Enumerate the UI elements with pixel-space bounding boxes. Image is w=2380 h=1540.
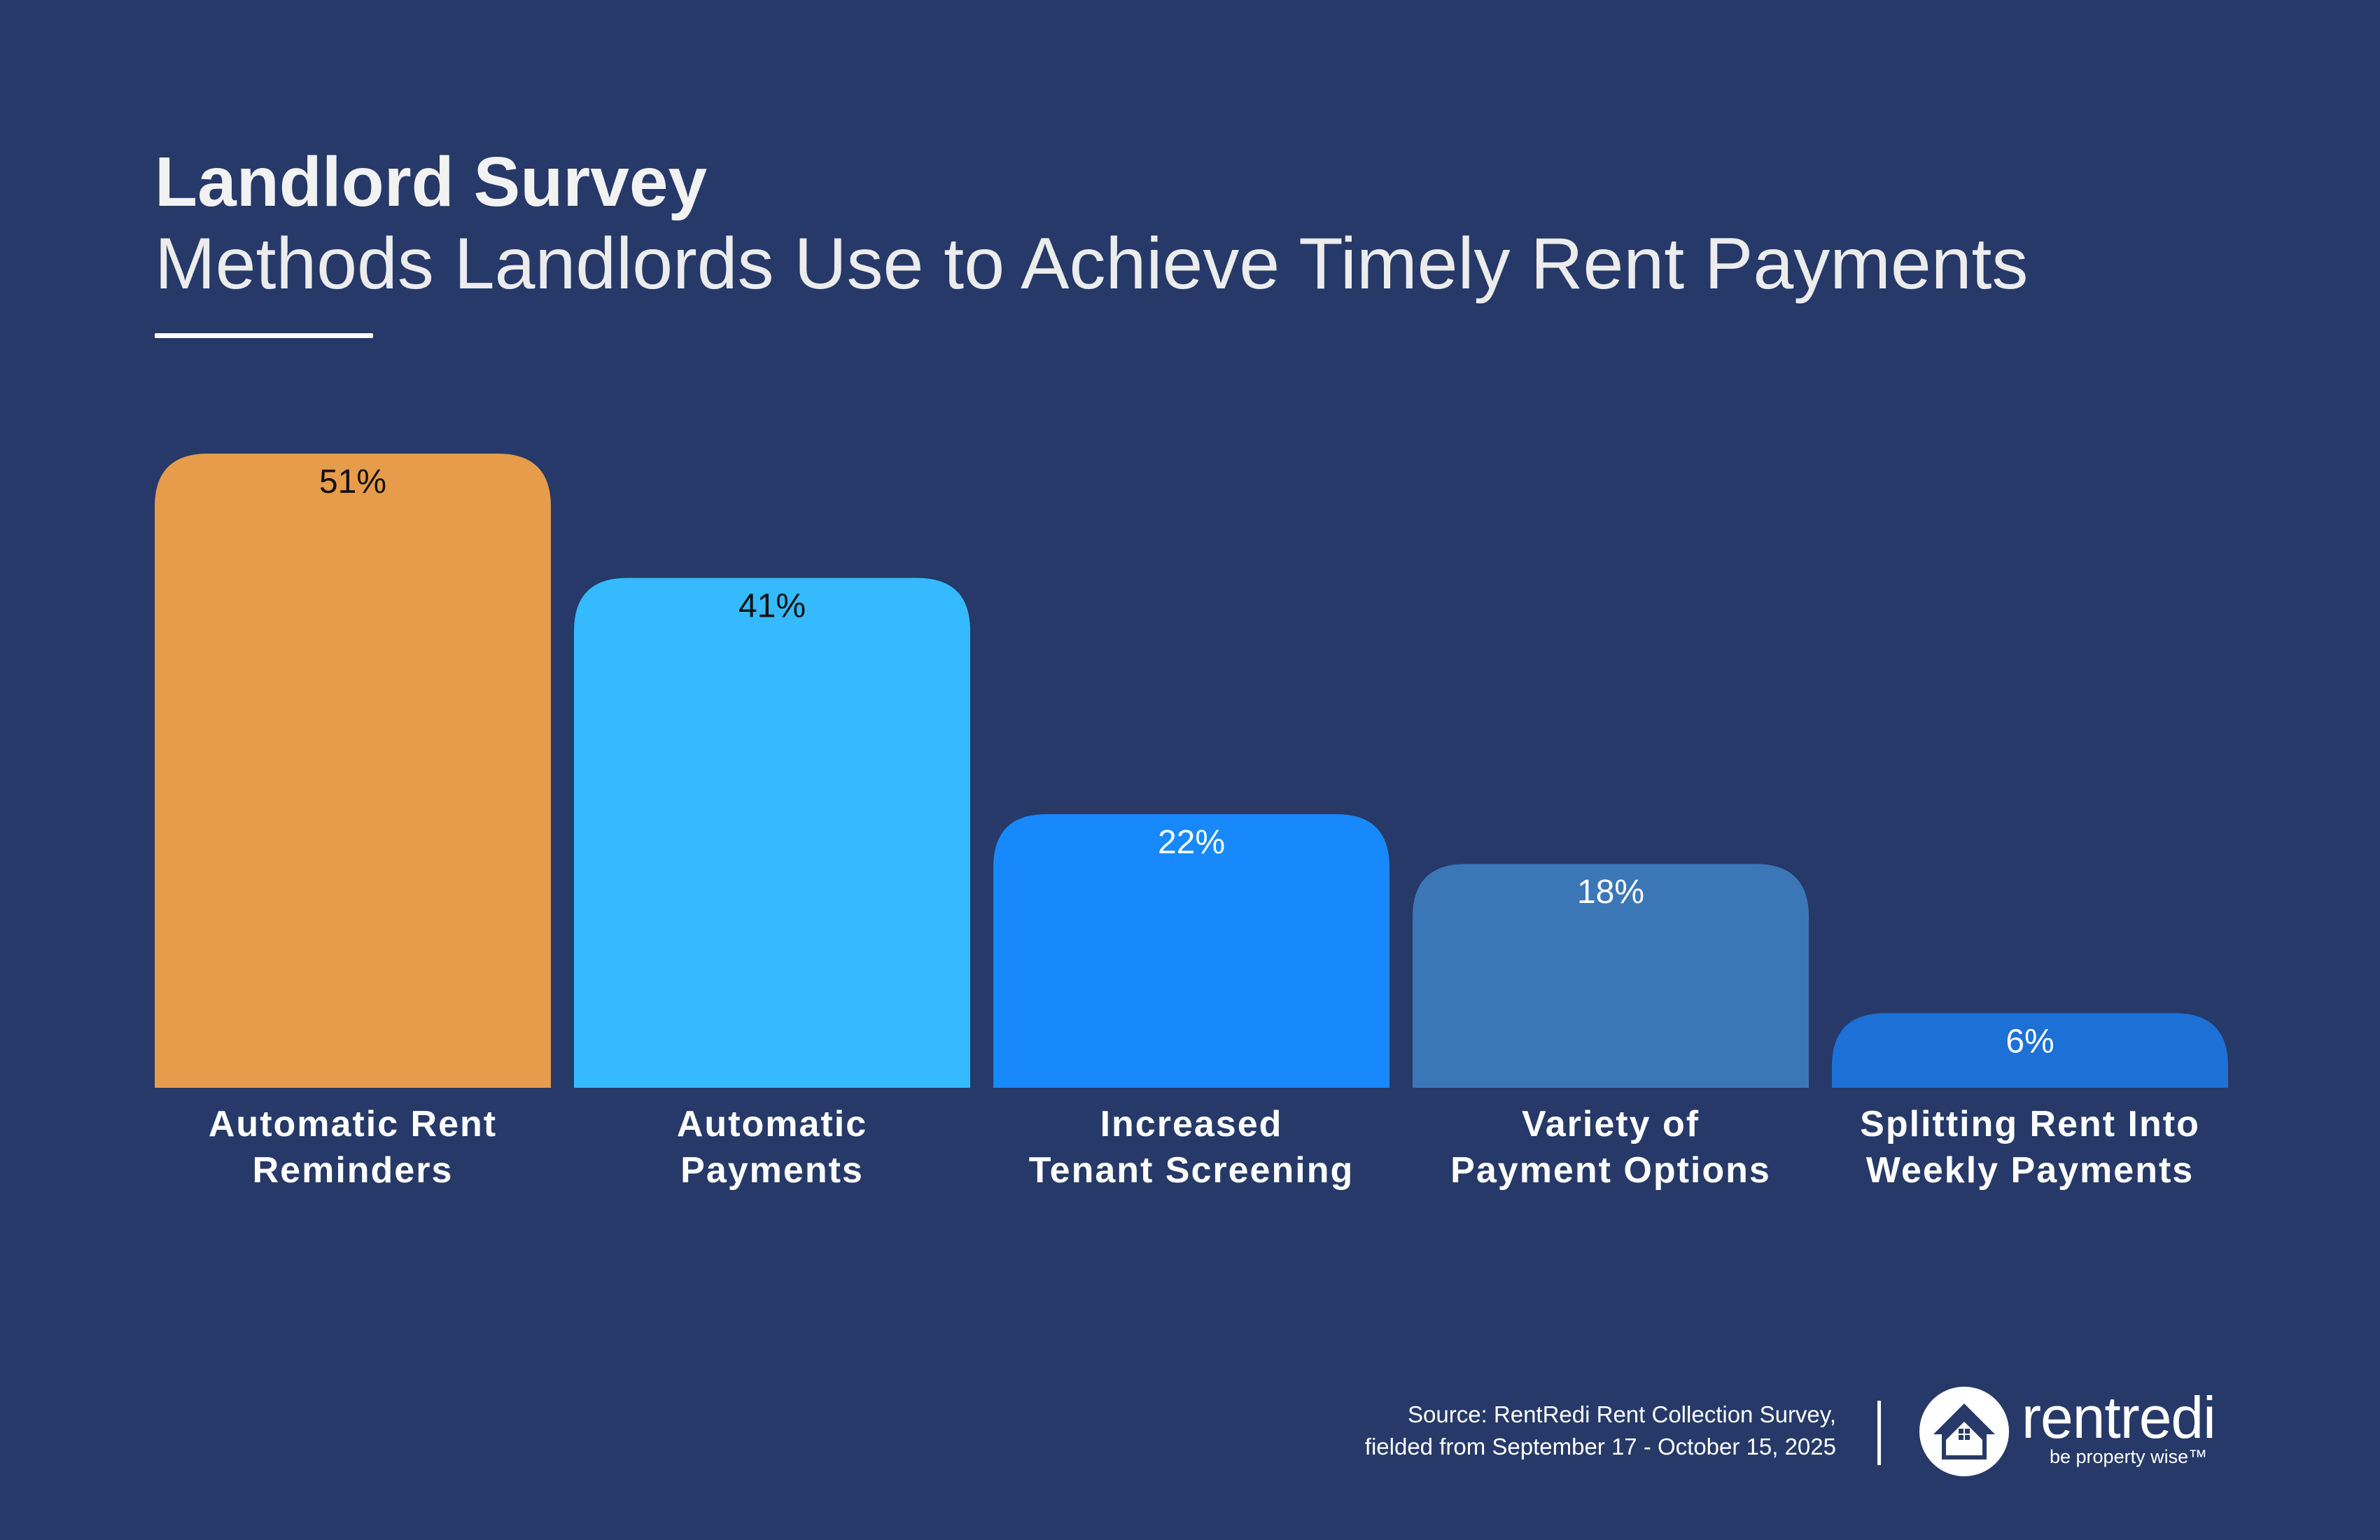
category-label-4-line-2: Payment Options bbox=[1450, 1150, 1771, 1191]
chart-title: Landlord Survey bbox=[155, 143, 708, 221]
category-label-5-line-1: Splitting Rent Into bbox=[1860, 1104, 2200, 1144]
title-underline bbox=[155, 333, 373, 338]
value-label-5: 6% bbox=[2005, 1023, 2054, 1060]
bar-2 bbox=[574, 578, 970, 1088]
category-label-2-line-2: Payments bbox=[680, 1150, 864, 1191]
value-label-4: 18% bbox=[1577, 874, 1644, 911]
category-label-1-line-2: Reminders bbox=[253, 1150, 454, 1191]
brand-wordmark: rentredi bbox=[2022, 1385, 2216, 1450]
bar-3 bbox=[993, 814, 1390, 1088]
source-line-2: fielded from September 17 - October 15, … bbox=[1364, 1434, 1836, 1460]
bar-1 bbox=[155, 454, 551, 1088]
source-note: Source: RentRedi Rent Collection Survey,… bbox=[1365, 1399, 1836, 1463]
source-line-1: Source: RentRedi Rent Collection Survey, bbox=[1407, 1401, 1836, 1427]
bar-4 bbox=[1413, 864, 1809, 1088]
chart-subtitle: Methods Landlords Use to Achieve Timely … bbox=[155, 223, 2029, 304]
bar-5 bbox=[1832, 1013, 2228, 1088]
category-label-3-line-1: Increased bbox=[1100, 1104, 1283, 1144]
category-label-2-line-1: Automatic bbox=[677, 1104, 867, 1144]
value-label-2: 41% bbox=[738, 588, 806, 625]
brand-tagline: be property wise™ bbox=[2050, 1446, 2208, 1467]
footer-divider bbox=[1877, 1401, 1881, 1465]
category-label-1-line-1: Automatic Rent bbox=[209, 1104, 497, 1144]
category-label-4-line-1: Variety of bbox=[1522, 1104, 1700, 1144]
rentredi-logo-icon bbox=[1919, 1387, 2009, 1476]
value-label-1: 51% bbox=[319, 463, 386, 500]
category-label-5-line-2: Weekly Payments bbox=[1866, 1150, 2194, 1191]
category-label-3-line-2: Tenant Screening bbox=[1029, 1150, 1354, 1191]
value-label-3: 22% bbox=[1158, 824, 1225, 861]
